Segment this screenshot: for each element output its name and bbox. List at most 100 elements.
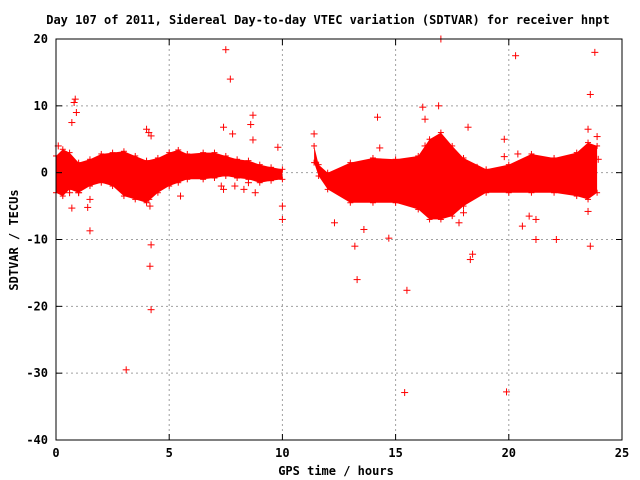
band-upper-point <box>184 150 191 157</box>
outlier-point <box>460 209 468 217</box>
band-upper-point <box>120 148 127 155</box>
band-upper-point <box>222 152 229 159</box>
y-tick-label: 0 <box>41 166 48 180</box>
band-upper-point <box>528 150 535 157</box>
outlier-point <box>464 123 472 131</box>
y-axis-label: SDTVAR / TECUs <box>7 189 21 290</box>
x-tick-label: 5 <box>166 446 173 460</box>
band-upper-point <box>594 142 601 149</box>
band-upper-point <box>505 161 512 168</box>
band-lower-point <box>200 176 207 183</box>
outlier-point <box>226 75 234 83</box>
band-upper-point <box>585 139 592 146</box>
x-tick-label: 10 <box>275 446 289 460</box>
outlier-point <box>240 185 248 193</box>
band-upper-point <box>415 152 422 159</box>
band-upper-point <box>268 164 275 171</box>
band-lower-point <box>109 183 116 190</box>
band-upper-point <box>143 157 150 164</box>
outlier-point <box>147 241 155 249</box>
band-upper-point <box>279 166 286 173</box>
band-lower-point <box>460 203 467 210</box>
band-lower-point <box>426 216 433 223</box>
outlier-point <box>373 113 381 121</box>
band-lower-point <box>392 199 399 206</box>
x-tick-label: 20 <box>502 446 516 460</box>
outlier-point <box>525 212 533 220</box>
outlier-point <box>66 189 74 197</box>
x-axis-label: GPS time / hours <box>278 464 394 478</box>
band-lower-point <box>505 189 512 196</box>
outlier-point <box>532 215 540 223</box>
band-lower-point <box>279 176 286 183</box>
outlier-point <box>351 242 359 250</box>
outlier-point <box>177 192 185 200</box>
band-upper-point <box>483 166 490 173</box>
outlier-point <box>75 189 83 197</box>
band-lower-point <box>120 193 127 200</box>
band-lower-point <box>86 183 93 190</box>
band-lower-point <box>59 193 66 200</box>
y-tick-label: -10 <box>26 233 48 247</box>
outlier-point <box>220 185 228 193</box>
outlier-point <box>421 115 429 123</box>
band-lower-point <box>211 175 218 182</box>
outlier-point <box>220 123 228 131</box>
outlier-point <box>86 195 94 203</box>
band-upper-point <box>98 150 105 157</box>
outlier-point <box>421 142 429 150</box>
band-upper-point <box>460 154 467 161</box>
band-lower-point <box>154 189 161 196</box>
outlier-point <box>584 207 592 215</box>
outlier-point <box>503 388 511 396</box>
band-upper-point <box>315 161 322 168</box>
outlier-point <box>500 135 508 143</box>
band-upper-point <box>200 149 207 156</box>
outlier-point <box>222 46 230 54</box>
outlier-point <box>68 204 76 212</box>
outlier-point <box>244 179 252 187</box>
band-upper-point <box>311 142 318 149</box>
outlier-point <box>147 132 155 140</box>
band-lower-point <box>369 199 376 206</box>
band-upper-point <box>109 149 116 156</box>
outlier-point <box>593 133 601 141</box>
outlier-point <box>278 215 286 223</box>
band-upper-point <box>59 146 66 153</box>
outlier-point <box>71 95 79 103</box>
outlier-point <box>401 389 409 397</box>
band-lower-point <box>184 176 191 183</box>
band-upper-point <box>132 152 139 159</box>
band-lower-point <box>594 189 601 196</box>
outlier-point <box>439 182 447 190</box>
outlier-point <box>70 98 78 106</box>
dense-band-segment-1 <box>56 149 283 203</box>
band-lower-point <box>415 206 422 213</box>
y-tick-label: -20 <box>26 299 48 313</box>
band-upper-point <box>245 157 252 164</box>
band-lower-point <box>437 216 444 223</box>
outlier-point <box>403 286 411 294</box>
band-lower-point <box>324 186 331 193</box>
outlier-point <box>423 155 431 163</box>
band-lower-point <box>311 159 318 166</box>
outlier-point <box>360 225 368 233</box>
chart-title: Day 107 of 2011, Sidereal Day-to-day VTE… <box>46 13 610 27</box>
outlier-point <box>249 111 257 119</box>
outlier-point <box>251 189 259 197</box>
x-tick-label: 15 <box>388 446 402 460</box>
outlier-point <box>59 182 67 190</box>
x-tick-label: 25 <box>615 446 629 460</box>
band-upper-point <box>86 156 93 163</box>
band-lower-point <box>256 179 263 186</box>
y-tick-label: -40 <box>26 433 48 447</box>
outlier-point <box>229 130 237 138</box>
outlier-point <box>147 306 155 314</box>
outlier-point <box>72 109 80 117</box>
outlier-point <box>231 182 239 190</box>
outlier-point <box>473 163 481 171</box>
outlier-point <box>469 250 477 258</box>
outlier-point <box>278 202 286 210</box>
band-lower-point <box>98 179 105 186</box>
